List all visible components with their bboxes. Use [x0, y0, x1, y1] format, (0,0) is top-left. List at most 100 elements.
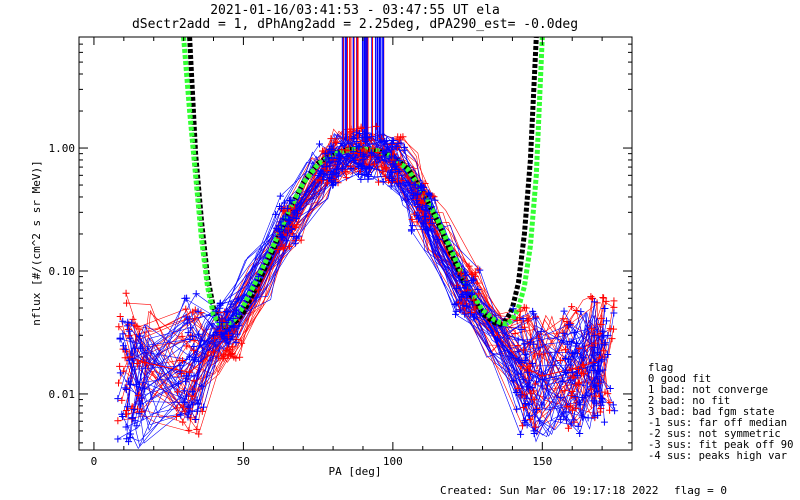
data-marker [123, 299, 131, 307]
data-marker [285, 217, 293, 225]
data-marker [329, 157, 337, 165]
data-marker [408, 189, 416, 197]
data-marker [559, 337, 567, 345]
blue-trace [126, 139, 598, 439]
data-marker [136, 332, 144, 340]
data-marker [608, 335, 616, 343]
data-marker [317, 167, 325, 175]
data-marker [519, 315, 527, 323]
legend-item: 3 bad: bad fgm state [648, 406, 774, 418]
data-marker [513, 405, 521, 413]
data-marker [578, 413, 586, 421]
data-marker [597, 321, 605, 329]
data-marker [407, 227, 415, 235]
data-marker [419, 183, 427, 191]
data-marker [355, 129, 363, 137]
data-marker [121, 384, 129, 392]
series-markers [114, 122, 619, 446]
data-marker [408, 215, 416, 223]
data-marker [589, 362, 597, 370]
data-marker [451, 301, 459, 309]
data-marker [519, 376, 527, 384]
data-marker [227, 300, 235, 308]
data-marker [590, 298, 598, 306]
data-marker [523, 368, 531, 376]
data-marker [276, 203, 284, 211]
data-marker [590, 367, 598, 375]
data-marker [510, 377, 518, 385]
y-tick-label: 0.10 [49, 265, 76, 278]
data-marker [463, 294, 471, 302]
data-marker [596, 378, 604, 386]
data-marker [116, 369, 124, 377]
data-marker [461, 309, 469, 317]
data-marker [188, 388, 196, 396]
data-marker [423, 207, 431, 215]
data-marker [327, 135, 335, 143]
data-marker [128, 414, 136, 422]
data-marker [452, 300, 460, 308]
data-marker [223, 335, 231, 343]
data-marker [178, 332, 186, 340]
data-marker [420, 220, 428, 228]
data-marker [561, 354, 569, 362]
red-trace [131, 131, 604, 407]
data-marker [216, 300, 224, 308]
data-marker [114, 379, 122, 387]
y-tick-label: 1.00 [49, 142, 76, 155]
data-marker [379, 149, 387, 157]
data-marker [571, 349, 579, 357]
data-marker [314, 171, 322, 179]
data-marker [389, 160, 397, 168]
data-marker [333, 138, 341, 146]
data-marker [592, 382, 600, 390]
data-marker [272, 224, 280, 232]
data-marker [210, 348, 218, 356]
data-marker [523, 421, 531, 429]
data-marker [372, 122, 380, 130]
data-marker [370, 160, 378, 168]
data-marker [284, 216, 292, 224]
data-marker [381, 164, 389, 172]
data-marker [222, 307, 230, 315]
data-marker [220, 354, 228, 362]
data-marker [334, 160, 342, 168]
data-marker [330, 169, 338, 177]
data-marker [374, 153, 382, 161]
data-marker [354, 143, 362, 151]
data-marker [456, 306, 464, 314]
data-marker [330, 179, 338, 187]
data-marker [279, 207, 287, 215]
data-marker [120, 342, 128, 350]
data-marker [394, 133, 402, 141]
data-marker [272, 210, 280, 218]
legend-title: flag [648, 362, 673, 374]
data-marker [185, 426, 193, 434]
data-marker [211, 335, 219, 343]
data-marker [344, 152, 352, 160]
data-marker [517, 391, 525, 399]
data-marker [453, 284, 461, 292]
data-marker [577, 370, 585, 378]
data-marker [606, 406, 614, 414]
legend-item: 0 good fit [648, 373, 711, 385]
data-marker [297, 236, 305, 244]
data-marker [474, 265, 482, 273]
data-marker [234, 295, 242, 303]
data-marker [562, 367, 570, 375]
data-marker [352, 137, 360, 145]
data-marker [315, 140, 323, 148]
data-marker [476, 310, 484, 318]
data-marker [326, 174, 334, 182]
data-marker [190, 337, 198, 345]
data-marker [404, 179, 412, 187]
legend-item: 1 bad: not converge [648, 384, 768, 396]
data-marker [278, 232, 286, 240]
data-marker [123, 403, 131, 411]
data-marker [332, 165, 340, 173]
data-marker [280, 245, 288, 253]
data-marker [574, 379, 582, 387]
data-marker [134, 405, 142, 413]
data-marker [384, 143, 392, 151]
data-marker [123, 322, 131, 330]
